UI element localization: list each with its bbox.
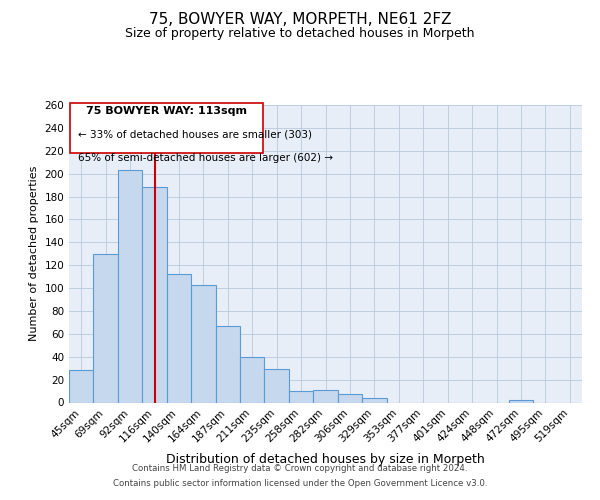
Bar xyxy=(118,170,142,402)
Bar xyxy=(94,254,118,402)
Bar xyxy=(289,391,313,402)
Text: 75 BOWYER WAY: 113sqm: 75 BOWYER WAY: 113sqm xyxy=(86,106,247,116)
Text: 75, BOWYER WAY, MORPETH, NE61 2FZ: 75, BOWYER WAY, MORPETH, NE61 2FZ xyxy=(149,12,451,28)
Bar xyxy=(362,398,386,402)
Bar xyxy=(142,188,167,402)
Text: Contains public sector information licensed under the Open Government Licence v3: Contains public sector information licen… xyxy=(113,479,487,488)
Text: Contains HM Land Registry data © Crown copyright and database right 2024.: Contains HM Land Registry data © Crown c… xyxy=(132,464,468,473)
Text: 65% of semi-detached houses are larger (602) →: 65% of semi-detached houses are larger (… xyxy=(78,154,333,164)
Y-axis label: Number of detached properties: Number of detached properties xyxy=(29,166,39,342)
Bar xyxy=(69,370,94,402)
X-axis label: Distribution of detached houses by size in Morpeth: Distribution of detached houses by size … xyxy=(166,452,485,466)
Bar xyxy=(313,390,338,402)
Text: Size of property relative to detached houses in Morpeth: Size of property relative to detached ho… xyxy=(125,28,475,40)
Bar xyxy=(215,326,240,402)
Text: ← 33% of detached houses are smaller (303): ← 33% of detached houses are smaller (30… xyxy=(78,130,312,140)
Bar xyxy=(338,394,362,402)
Bar xyxy=(240,356,265,403)
Bar xyxy=(265,370,289,402)
Bar xyxy=(509,400,533,402)
FancyBboxPatch shape xyxy=(70,102,263,153)
Bar xyxy=(191,284,215,403)
Bar xyxy=(167,274,191,402)
